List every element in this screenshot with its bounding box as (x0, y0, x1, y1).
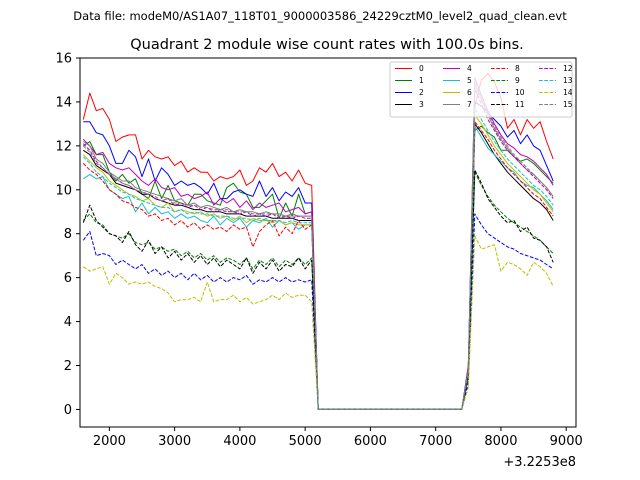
y-tick-label: 10 (55, 183, 72, 198)
y-tick-label: 8 (64, 227, 72, 242)
legend-label-1: 1 (419, 76, 424, 85)
plot-area: 2000 3000 4000 5000 6000 7000 8000 9000 0246810… (55, 52, 582, 471)
x-tick-label: 8000 (484, 434, 517, 449)
legend-label-4: 4 (467, 64, 472, 73)
x-tick-label: 6000 (354, 434, 387, 449)
legend-label-8: 8 (515, 64, 520, 73)
chart-title: Quadrant 2 module wise count rates with … (130, 37, 524, 53)
x-tick-label: 3000 (158, 434, 191, 449)
legend-label-13: 13 (563, 76, 573, 85)
plot-background (80, 58, 576, 427)
y-tick-label: 2 (64, 359, 72, 374)
legend-label-7: 7 (467, 100, 472, 109)
x-tick-label: 5000 (289, 434, 322, 449)
legend-label-15: 15 (563, 100, 573, 109)
legend-label-3: 3 (419, 100, 424, 109)
y-tick-label: 0 (64, 403, 72, 418)
y-tick-label: 12 (55, 139, 72, 154)
x-offset-label: +3.2253e8 (503, 455, 576, 470)
plot-frame (79, 57, 577, 428)
y-axis: 0 2 4 6 8 10 12 14 16 (55, 52, 80, 418)
series-line-13 (82, 108, 554, 410)
legend-label-5: 5 (467, 76, 472, 85)
legend-label-0: 0 (419, 64, 424, 73)
y-tick-label: 16 (55, 52, 72, 67)
legend-label-10: 10 (515, 88, 525, 97)
y-tick-label: 14 (55, 95, 72, 110)
legend-label-9: 9 (515, 76, 520, 85)
y-tick-label: 6 (64, 271, 72, 286)
suptitle: Data file: modeM0/AS1A07_118T01_90000035… (73, 9, 567, 23)
x-tick-label: 2000 (93, 434, 126, 449)
y-tick-label: 4 (64, 315, 72, 330)
legend-label-12: 12 (563, 64, 573, 73)
legend-label-14: 14 (563, 88, 573, 97)
x-axis: 2000 3000 4000 5000 6000 7000 8000 9000 (93, 427, 583, 449)
legend-label-11: 11 (515, 100, 525, 109)
x-tick-label: 4000 (223, 434, 256, 449)
legend-label-2: 2 (419, 88, 424, 97)
legend-label-6: 6 (467, 88, 472, 97)
x-tick-label: 7000 (419, 434, 452, 449)
x-tick-label: 9000 (550, 434, 583, 449)
legend-box (389, 61, 573, 118)
